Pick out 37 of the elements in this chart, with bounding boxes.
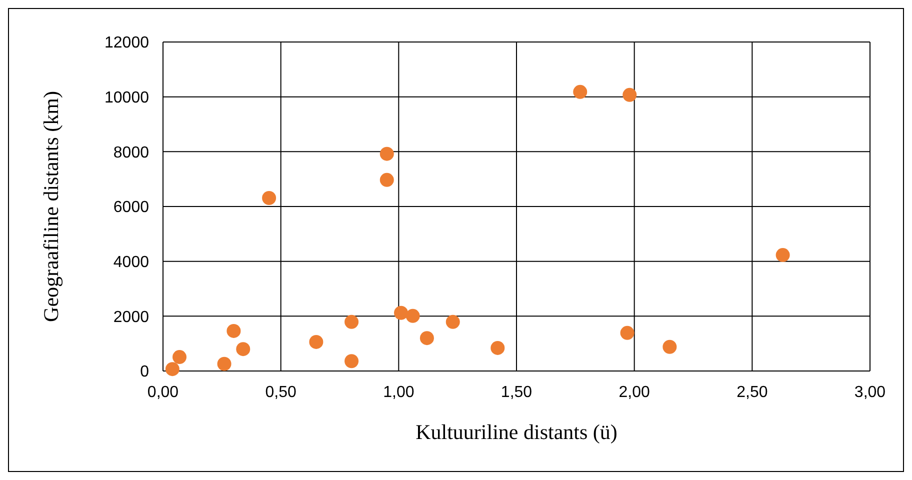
x-tick-label: 1,50	[500, 384, 532, 401]
point	[620, 326, 634, 340]
point	[420, 331, 434, 346]
point	[622, 88, 637, 102]
x-axis-title: Kultuuriline distants (ü)	[416, 420, 618, 444]
x-tick-label: 2,00	[618, 384, 650, 401]
point	[226, 324, 241, 338]
point	[262, 191, 276, 205]
point	[344, 314, 359, 329]
y-tick-label: 0	[140, 364, 150, 381]
point	[344, 354, 359, 368]
y-tick-label: 6000	[113, 199, 150, 216]
point	[172, 350, 186, 364]
x-tick-label: 3,00	[854, 384, 886, 401]
y-axis-title: Geograafiline distants (km)	[39, 91, 63, 322]
point	[165, 362, 180, 376]
x-tick-label: 2,50	[736, 384, 768, 401]
y-tick-label: 12000	[104, 34, 150, 52]
point	[380, 172, 394, 187]
point	[309, 334, 324, 349]
point	[776, 248, 790, 262]
x-tick-label: 1,00	[383, 384, 414, 401]
point	[394, 306, 408, 320]
point	[573, 84, 588, 99]
point	[662, 340, 677, 354]
x-tick-label: 0,50	[265, 384, 297, 401]
point	[380, 146, 394, 161]
y-tick-label: 10000	[104, 89, 150, 106]
x-tick-label: 0,00	[147, 384, 179, 401]
point	[217, 356, 232, 371]
y-tick-label: 4000	[113, 254, 150, 271]
point	[236, 342, 250, 356]
point	[490, 340, 505, 355]
y-tick-label: 2000	[113, 308, 150, 326]
point	[406, 308, 420, 323]
y-tick-label: 8000	[113, 144, 150, 162]
point	[446, 314, 460, 329]
